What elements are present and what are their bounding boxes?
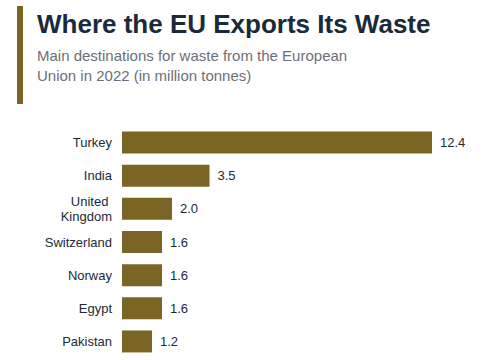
svg-text:Pakistan: Pakistan: [62, 334, 112, 349]
svg-text:Turkey: Turkey: [73, 135, 113, 150]
svg-text:India: India: [84, 168, 113, 183]
svg-text:1.2: 1.2: [160, 334, 178, 349]
svg-text:Norway: Norway: [68, 268, 113, 283]
svg-text:Egypt: Egypt: [79, 301, 113, 316]
svg-text:1.6: 1.6: [170, 301, 188, 316]
svg-text:2.0: 2.0: [180, 201, 198, 216]
svg-text:Where the EU Exports Its Waste: Where the EU Exports Its Waste: [37, 9, 430, 39]
svg-text:Union in 2022 (in million tonn: Union in 2022 (in million tonnes): [37, 67, 251, 84]
svg-text:1.6: 1.6: [170, 235, 188, 250]
svg-text:1.6: 1.6: [170, 268, 188, 283]
svg-text:Main destinations for waste fr: Main destinations for waste from the Eur…: [37, 47, 351, 64]
svg-text:Switzerland: Switzerland: [45, 235, 112, 250]
svg-text:3.5: 3.5: [218, 168, 236, 183]
svg-text:United: United: [71, 194, 112, 209]
svg-text:Kingdom: Kingdom: [61, 209, 112, 224]
svg-text:12.4: 12.4: [440, 135, 465, 150]
